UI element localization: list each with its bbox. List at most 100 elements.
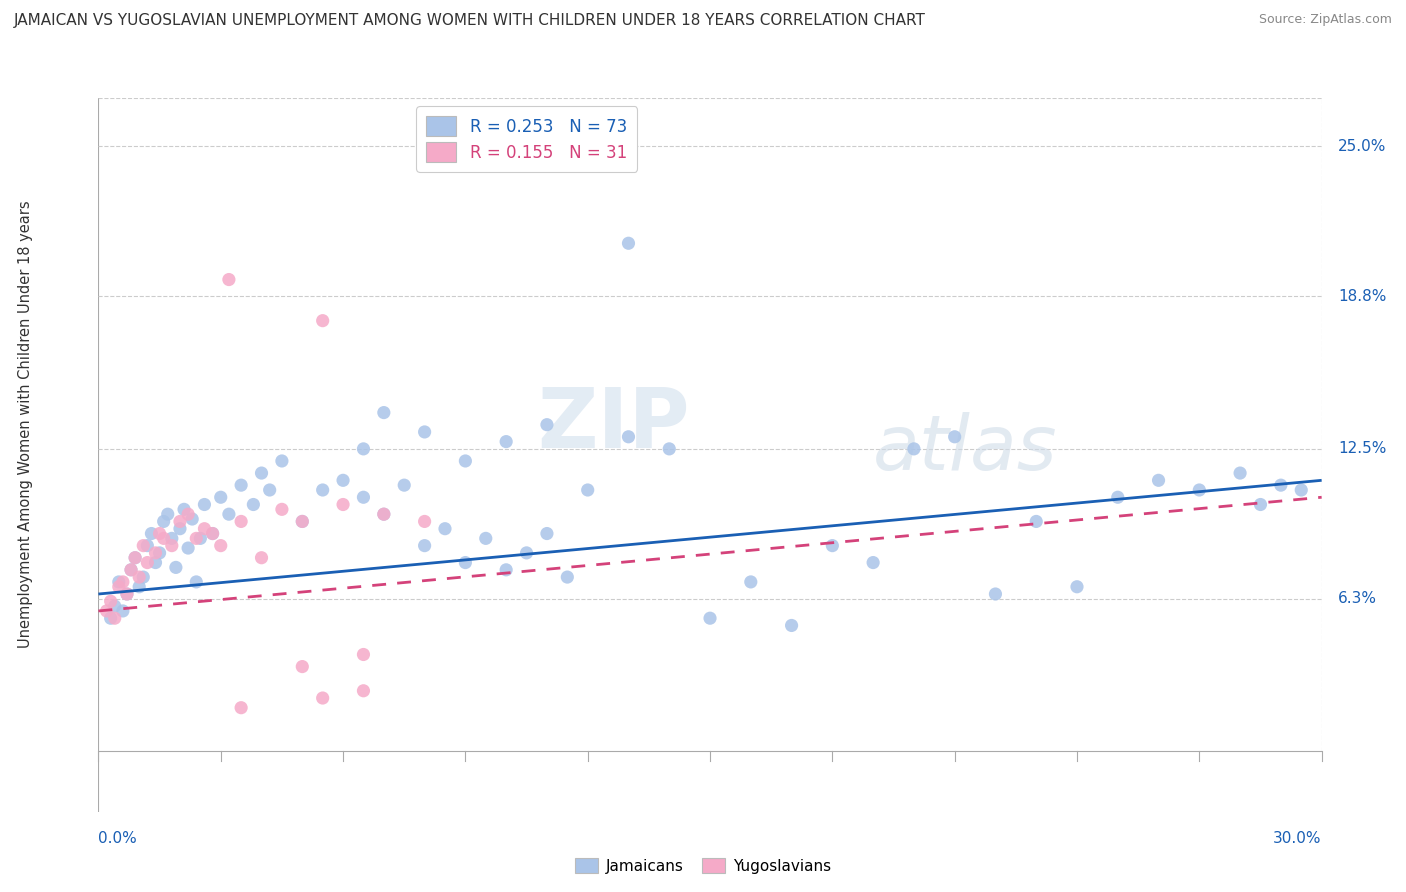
Point bbox=[291, 515, 314, 529]
Point bbox=[250, 550, 273, 565]
Point bbox=[100, 611, 122, 625]
Point bbox=[141, 526, 163, 541]
Point bbox=[352, 683, 374, 698]
Point bbox=[188, 532, 212, 546]
Point bbox=[115, 587, 138, 601]
Point bbox=[352, 490, 374, 504]
Text: JAMAICAN VS YUGOSLAVIAN UNEMPLOYMENT AMONG WOMEN WITH CHILDREN UNDER 18 YEARS CO: JAMAICAN VS YUGOSLAVIAN UNEMPLOYMENT AMO… bbox=[14, 13, 927, 29]
Point bbox=[104, 611, 127, 625]
Point bbox=[1025, 515, 1047, 529]
Point bbox=[152, 532, 174, 546]
Text: Unemployment Among Women with Children Under 18 years: Unemployment Among Women with Children U… bbox=[17, 201, 32, 648]
Point bbox=[160, 532, 183, 546]
Point bbox=[209, 539, 232, 553]
Point bbox=[128, 580, 150, 594]
Point bbox=[145, 556, 167, 570]
Point bbox=[193, 498, 215, 512]
Point bbox=[1291, 483, 1313, 497]
Text: ZIP: ZIP bbox=[537, 384, 690, 466]
Point bbox=[177, 507, 200, 521]
Point bbox=[152, 515, 174, 529]
Point bbox=[136, 539, 159, 553]
Point bbox=[413, 539, 436, 553]
Point bbox=[165, 560, 187, 574]
Point bbox=[132, 570, 155, 584]
Point bbox=[740, 574, 762, 589]
Point bbox=[332, 498, 354, 512]
Point bbox=[132, 539, 155, 553]
Point bbox=[231, 700, 253, 714]
Point bbox=[108, 574, 131, 589]
Text: 0.0%: 0.0% bbox=[98, 831, 138, 847]
Point bbox=[111, 574, 134, 589]
Text: 18.8%: 18.8% bbox=[1339, 289, 1386, 304]
Point bbox=[536, 526, 558, 541]
Legend: Jamaicans, Yugoslavians: Jamaicans, Yugoslavians bbox=[569, 852, 837, 880]
Text: 6.3%: 6.3% bbox=[1339, 591, 1376, 607]
Point bbox=[1270, 478, 1292, 492]
Point bbox=[270, 502, 294, 516]
Point bbox=[413, 515, 436, 529]
Point bbox=[173, 502, 195, 516]
Point bbox=[193, 522, 215, 536]
Point bbox=[1107, 490, 1129, 504]
Point bbox=[332, 473, 354, 487]
Point bbox=[312, 313, 335, 327]
Point bbox=[392, 478, 416, 492]
Point bbox=[201, 526, 224, 541]
Text: atlas: atlas bbox=[873, 412, 1057, 486]
Point bbox=[96, 604, 118, 618]
Point bbox=[576, 483, 599, 497]
Point bbox=[186, 532, 208, 546]
Legend: R = 0.253   N = 73, R = 0.155   N = 31: R = 0.253 N = 73, R = 0.155 N = 31 bbox=[416, 106, 637, 171]
Point bbox=[169, 515, 191, 529]
Point bbox=[201, 526, 224, 541]
Point bbox=[555, 570, 579, 584]
Point bbox=[124, 550, 146, 565]
Point bbox=[454, 454, 477, 468]
Point bbox=[181, 512, 204, 526]
Point bbox=[474, 532, 498, 546]
Point bbox=[218, 272, 240, 286]
Point bbox=[617, 236, 640, 251]
Point bbox=[495, 434, 517, 449]
Point bbox=[218, 507, 240, 521]
Point bbox=[149, 546, 172, 560]
Point bbox=[373, 507, 395, 521]
Point bbox=[699, 611, 721, 625]
Point bbox=[111, 604, 134, 618]
Point bbox=[617, 430, 640, 444]
Text: 12.5%: 12.5% bbox=[1339, 442, 1386, 457]
Point bbox=[984, 587, 1007, 601]
Point bbox=[1249, 498, 1271, 512]
Point bbox=[128, 570, 150, 584]
Point bbox=[903, 442, 925, 456]
Point bbox=[120, 563, 142, 577]
Point bbox=[780, 618, 803, 632]
Point bbox=[454, 556, 477, 570]
Point bbox=[312, 483, 335, 497]
Point bbox=[250, 466, 273, 480]
Point bbox=[312, 691, 335, 706]
Point bbox=[156, 507, 179, 521]
Point bbox=[433, 522, 456, 536]
Point bbox=[115, 587, 138, 601]
Point bbox=[536, 417, 558, 432]
Point bbox=[108, 580, 131, 594]
Point bbox=[1188, 483, 1211, 497]
Point bbox=[495, 563, 517, 577]
Point bbox=[291, 515, 314, 529]
Point bbox=[177, 541, 200, 555]
Point bbox=[943, 430, 966, 444]
Point bbox=[149, 526, 172, 541]
Point bbox=[231, 515, 253, 529]
Point bbox=[352, 442, 374, 456]
Point bbox=[1147, 473, 1170, 487]
Point bbox=[209, 490, 232, 504]
Point bbox=[270, 454, 294, 468]
Point bbox=[862, 556, 884, 570]
Point bbox=[352, 648, 374, 662]
Point bbox=[120, 563, 142, 577]
Point bbox=[1066, 580, 1088, 594]
Point bbox=[516, 546, 538, 560]
